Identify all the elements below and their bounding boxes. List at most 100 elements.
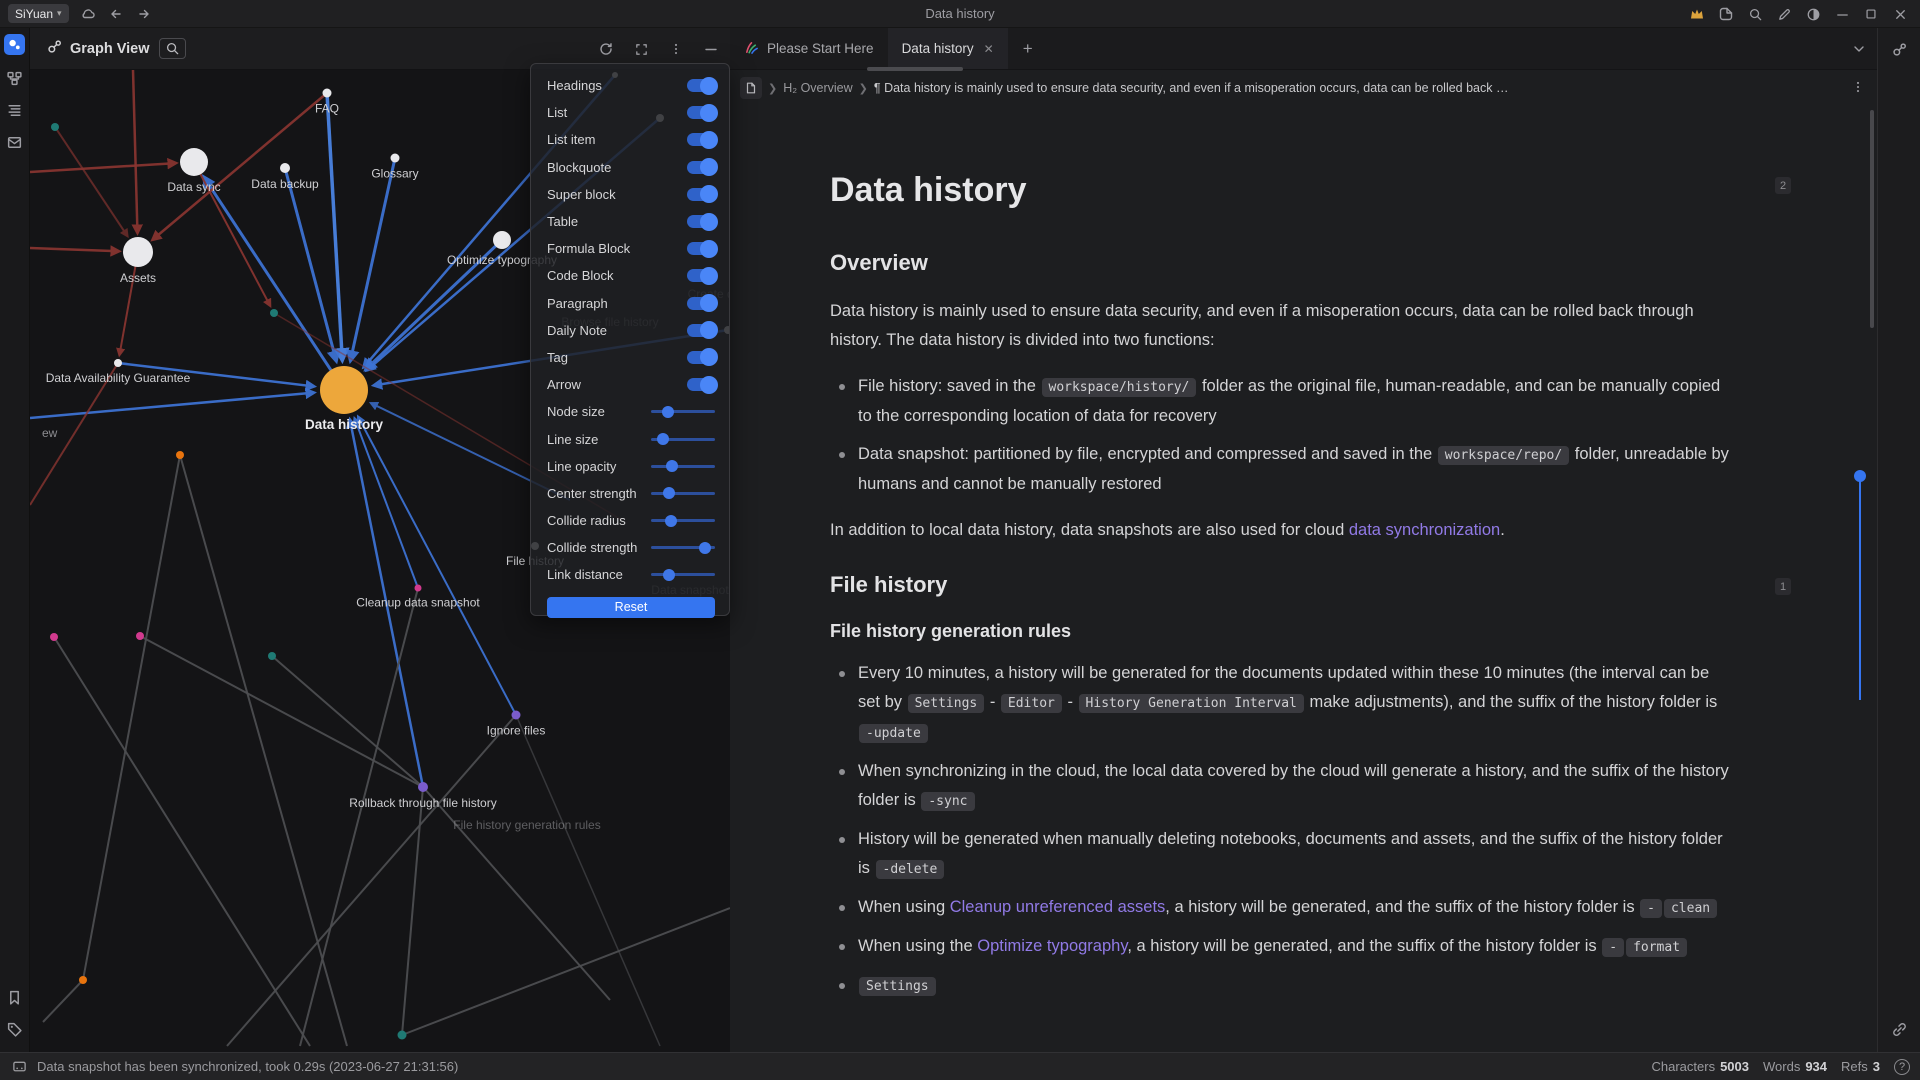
graph-node[interactable] (176, 451, 184, 459)
graph-node-rollback-through-file-history[interactable] (418, 782, 428, 792)
forward-icon[interactable] (135, 5, 153, 23)
file-icon[interactable] (740, 77, 762, 99)
graph-node-data-backup[interactable] (280, 163, 290, 173)
more-icon[interactable] (667, 40, 685, 58)
toggle-code-block[interactable] (687, 266, 718, 285)
document[interactable]: Data history Overview Data history is main… (730, 106, 1740, 1001)
doc-heading[interactable]: File history (830, 571, 948, 597)
editor-scrollbar[interactable] (1870, 110, 1874, 328)
graph-node[interactable] (268, 652, 276, 660)
tab-please-start-here[interactable]: Please Start Here (730, 28, 888, 69)
slider-line-size[interactable] (651, 433, 715, 446)
tabbar-scroll-indicator[interactable] (867, 67, 963, 71)
doc-list-item[interactable]: When using Cleanup unreferenced assets, … (830, 893, 1735, 923)
graph-node-ignore-files[interactable] (511, 710, 521, 720)
back-icon[interactable] (107, 5, 125, 23)
doc-link[interactable]: Cleanup unreferenced assets (949, 897, 1166, 916)
bookmark-icon[interactable] (6, 988, 24, 1006)
graph-node[interactable] (136, 632, 144, 640)
toggle-table[interactable] (687, 212, 718, 231)
graph-node-data-sync[interactable] (180, 148, 208, 176)
tab-close-icon[interactable]: ✕ (983, 41, 994, 56)
cloud-icon[interactable] (79, 5, 97, 23)
ref-count-badge[interactable]: 1 (1775, 578, 1791, 595)
doc-list-item[interactable]: History will be generated when manually … (830, 825, 1735, 884)
crown-icon[interactable] (1689, 6, 1705, 22)
new-tab-button[interactable]: + (1022, 38, 1033, 58)
graph-node-data-availability-guarantee[interactable] (114, 359, 122, 367)
inbox-icon[interactable] (6, 133, 24, 151)
breadcrumb-more-icon[interactable] (1851, 80, 1865, 97)
graph-search-button[interactable] (158, 38, 186, 59)
app-menu-button[interactable]: SiYuan ▾ (8, 4, 69, 23)
slider-handle[interactable] (657, 433, 670, 446)
tab-data-history[interactable]: Data history ✕ (887, 28, 1008, 69)
refresh-icon[interactable] (597, 40, 615, 58)
doc-link[interactable]: Optimize typography (977, 936, 1128, 955)
scroll-position-dot[interactable] (1854, 470, 1866, 482)
fullscreen-icon[interactable] (632, 40, 650, 58)
doc-paragraph[interactable]: In addition to local data history, data … (830, 516, 1735, 545)
slider-link-distance[interactable] (651, 568, 715, 581)
slider-handle[interactable] (666, 460, 679, 473)
breadcrumb-paragraph[interactable]: ¶ Data history is mainly used to ensure … (873, 81, 1509, 95)
graph-node-optimize-typography[interactable] (493, 231, 511, 249)
document-area[interactable]: Data history Overview Data history is main… (730, 106, 1877, 1052)
workspace-icon[interactable] (4, 34, 25, 55)
doc-list-item[interactable]: Data snapshot: partitioned by file, encr… (830, 440, 1735, 499)
flowchart-icon[interactable] (6, 69, 24, 87)
doc-link[interactable]: data synchronization (1348, 520, 1501, 539)
reset-button[interactable]: Reset (547, 596, 715, 618)
slider-line-opacity[interactable] (651, 460, 715, 473)
slider-node-size[interactable] (651, 405, 715, 418)
slider-handle[interactable] (661, 405, 674, 418)
graph-node-assets[interactable] (123, 237, 153, 267)
graph-node-glossary[interactable] (390, 153, 400, 163)
outline-icon[interactable] (6, 101, 24, 119)
slider-collide-strength[interactable] (651, 541, 715, 554)
slider-handle[interactable] (662, 487, 675, 500)
graph-node[interactable] (79, 976, 87, 984)
doc-heading[interactable]: Data history (830, 171, 1027, 209)
doc-heading[interactable]: Overview (830, 250, 928, 276)
graph-node-faq[interactable] (322, 88, 332, 98)
sync-status-icon[interactable] (12, 1059, 27, 1074)
graph-node-cleanup-data-snapshot[interactable] (414, 584, 422, 592)
graph-node[interactable] (51, 123, 59, 131)
help-icon[interactable]: ? (1894, 1058, 1910, 1075)
graph-node-data-history[interactable] (320, 366, 368, 414)
search-icon[interactable] (1747, 6, 1763, 22)
doc-list-item[interactable]: When synchronizing in the cloud, the loc… (830, 757, 1735, 816)
edit-icon[interactable] (1776, 6, 1792, 22)
slider-collide-radius[interactable] (651, 514, 715, 527)
tab-list-chevron-icon[interactable] (1851, 28, 1867, 70)
toggle-daily-note[interactable] (687, 321, 718, 340)
toggle-list-item[interactable] (687, 130, 718, 149)
doc-list-item[interactable]: File history: saved in the workspace/his… (830, 372, 1735, 431)
doc-list-item[interactable]: Every 10 minutes, a history will be gene… (830, 659, 1735, 748)
graph-node[interactable] (50, 633, 58, 641)
slider-center-strength[interactable] (651, 487, 715, 500)
toggle-super-block[interactable] (687, 185, 718, 204)
toggle-list[interactable] (687, 103, 718, 122)
breadcrumb-heading[interactable]: H₂ Overview (783, 81, 853, 95)
link-icon[interactable] (1890, 1020, 1908, 1038)
doc-heading[interactable]: File history generation rules (830, 621, 1072, 642)
theme-icon[interactable] (1805, 6, 1821, 22)
toggle-blockquote[interactable] (687, 158, 718, 177)
tag-icon[interactable] (6, 1020, 24, 1038)
slider-handle[interactable] (699, 541, 712, 554)
minimize-icon[interactable] (1834, 6, 1850, 22)
toggle-tag[interactable] (687, 348, 718, 367)
toggle-headings[interactable] (687, 76, 718, 95)
toggle-arrow[interactable] (687, 375, 718, 394)
graph-node[interactable] (270, 309, 278, 317)
slider-handle[interactable] (662, 568, 675, 581)
graph-dock-icon[interactable] (1890, 40, 1908, 58)
close-icon[interactable] (1892, 6, 1908, 22)
maximize-icon[interactable] (1863, 6, 1879, 22)
slider-handle[interactable] (665, 514, 678, 527)
toggle-formula-block[interactable] (687, 239, 718, 258)
doc-list-item[interactable]: When using the Optimize typography, a hi… (830, 932, 1735, 962)
sticker-icon[interactable] (1718, 6, 1734, 22)
